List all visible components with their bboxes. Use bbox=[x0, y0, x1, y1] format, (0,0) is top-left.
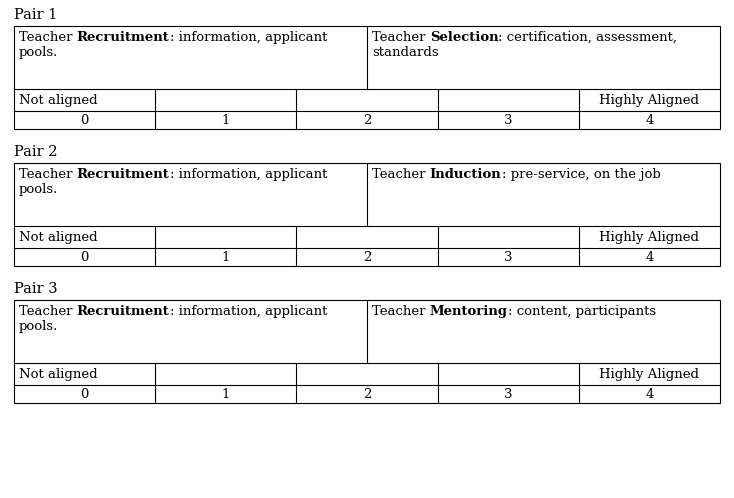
Text: 0: 0 bbox=[81, 114, 89, 126]
Text: 3: 3 bbox=[504, 250, 512, 263]
Bar bbox=[14, 163, 720, 266]
Text: Pair 3: Pair 3 bbox=[14, 282, 58, 296]
Text: Induction: Induction bbox=[429, 168, 501, 181]
Text: : content, participants: : content, participants bbox=[508, 305, 656, 318]
Text: 0: 0 bbox=[81, 250, 89, 263]
Text: 3: 3 bbox=[504, 114, 512, 126]
Text: : information, applicant: : information, applicant bbox=[170, 168, 327, 181]
Text: Teacher: Teacher bbox=[19, 305, 77, 318]
Text: 1: 1 bbox=[222, 250, 230, 263]
Text: Highly Aligned: Highly Aligned bbox=[600, 368, 700, 380]
Text: 3: 3 bbox=[504, 387, 512, 400]
Text: : certification, assessment,: : certification, assessment, bbox=[498, 31, 677, 44]
Text: Not aligned: Not aligned bbox=[19, 368, 98, 380]
Text: Recruitment: Recruitment bbox=[77, 305, 170, 318]
Text: : information, applicant: : information, applicant bbox=[170, 31, 327, 44]
Bar bbox=[14, 26, 720, 129]
Text: 1: 1 bbox=[222, 114, 230, 126]
Text: 2: 2 bbox=[363, 250, 371, 263]
Text: pools.: pools. bbox=[19, 183, 59, 196]
Text: pools.: pools. bbox=[19, 46, 59, 59]
Bar bbox=[14, 300, 720, 403]
Text: Teacher: Teacher bbox=[372, 168, 429, 181]
Text: Teacher: Teacher bbox=[19, 31, 77, 44]
Text: 2: 2 bbox=[363, 387, 371, 400]
Text: pools.: pools. bbox=[19, 320, 59, 333]
Text: 2: 2 bbox=[363, 114, 371, 126]
Text: 0: 0 bbox=[81, 387, 89, 400]
Text: Highly Aligned: Highly Aligned bbox=[600, 231, 700, 244]
Text: Pair 1: Pair 1 bbox=[14, 8, 57, 22]
Text: Pair 2: Pair 2 bbox=[14, 145, 57, 159]
Text: Recruitment: Recruitment bbox=[77, 168, 170, 181]
Text: Selection: Selection bbox=[429, 31, 498, 44]
Text: 4: 4 bbox=[645, 114, 653, 126]
Text: standards: standards bbox=[372, 46, 439, 59]
Text: : information, applicant: : information, applicant bbox=[170, 305, 327, 318]
Text: Recruitment: Recruitment bbox=[77, 31, 170, 44]
Text: 1: 1 bbox=[222, 387, 230, 400]
Text: 4: 4 bbox=[645, 250, 653, 263]
Text: Not aligned: Not aligned bbox=[19, 231, 98, 244]
Text: Mentoring: Mentoring bbox=[429, 305, 508, 318]
Text: Teacher: Teacher bbox=[372, 305, 429, 318]
Text: Teacher: Teacher bbox=[372, 31, 429, 44]
Text: Highly Aligned: Highly Aligned bbox=[600, 94, 700, 107]
Text: Teacher: Teacher bbox=[19, 168, 77, 181]
Text: 4: 4 bbox=[645, 387, 653, 400]
Text: Not aligned: Not aligned bbox=[19, 94, 98, 107]
Text: : pre-service, on the job: : pre-service, on the job bbox=[501, 168, 661, 181]
